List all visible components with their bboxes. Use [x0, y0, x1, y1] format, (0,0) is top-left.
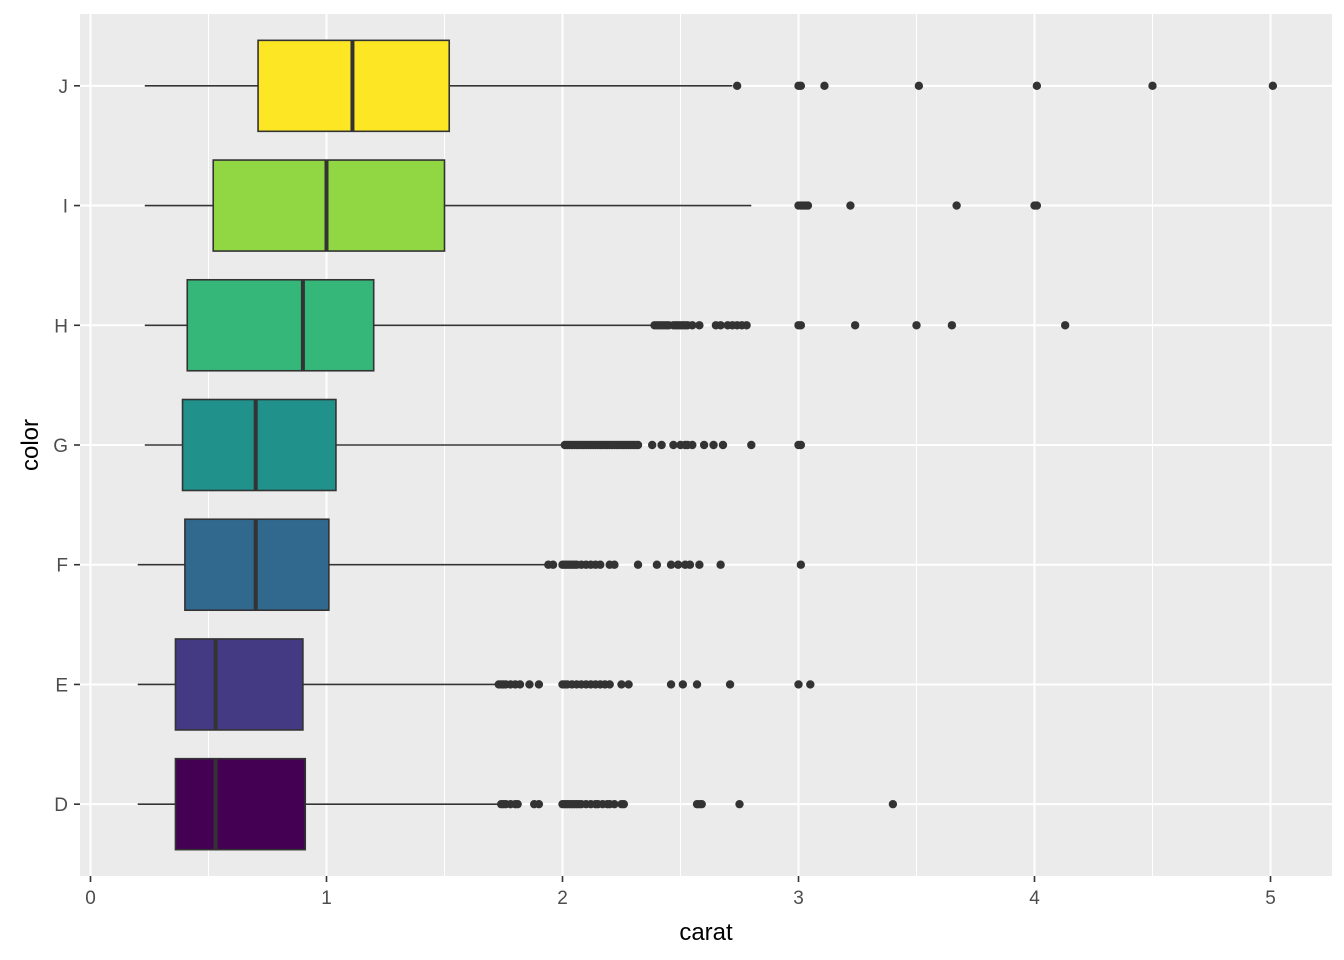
- box-I: [144, 159, 1042, 252]
- box-H: [144, 278, 1070, 372]
- y-tick-label-F: F: [56, 556, 68, 577]
- box-J: [144, 39, 1278, 133]
- box-layer: [137, 39, 1278, 851]
- box-iqr-G: [181, 398, 337, 492]
- outlier-point-F: [610, 560, 619, 569]
- y-tick-label-I: I: [63, 197, 68, 218]
- outlier-point-F: [685, 560, 695, 569]
- outlier-point-F: [596, 560, 605, 569]
- outlier-point-G: [657, 440, 666, 450]
- y-tick-label-H: H: [54, 316, 68, 337]
- outlier-point-G: [747, 440, 756, 450]
- box-E: [137, 638, 815, 731]
- outlier-point-E: [624, 680, 633, 689]
- box-G: [144, 398, 806, 492]
- outlier-point-H: [688, 321, 697, 330]
- y-tick-label-D: D: [54, 795, 68, 816]
- outlier-point-D: [610, 799, 619, 809]
- outlier-point-D: [534, 799, 544, 809]
- x-tick-label-2: 2: [557, 888, 568, 909]
- outlier-point-J: [796, 81, 806, 91]
- outlier-point-G: [709, 440, 718, 450]
- outlier-point-G: [718, 440, 728, 450]
- outlier-point-E: [617, 680, 626, 689]
- outlier-point-F: [673, 560, 683, 569]
- outlier-point-H: [742, 321, 751, 330]
- outlier-point-H: [695, 321, 704, 330]
- outlier-point-E: [692, 680, 702, 689]
- outlier-point-J: [820, 81, 829, 91]
- y-axis: D E F G H I J: [53, 77, 80, 816]
- y-tick-label-E: E: [55, 675, 68, 696]
- outlier-point-G: [633, 440, 643, 450]
- outlier-point-F: [633, 560, 643, 569]
- outlier-point-E: [725, 680, 735, 689]
- outlier-point-H: [1060, 321, 1070, 330]
- box-iqr-E: [174, 638, 304, 731]
- x-axis: 0 1 2 3 4 5: [85, 876, 1276, 909]
- outlier-point-H: [796, 321, 806, 330]
- outlier-point-E: [515, 680, 525, 689]
- outlier-point-H: [947, 321, 957, 330]
- outlier-point-G: [647, 440, 657, 450]
- box-iqr-I: [212, 159, 446, 252]
- outlier-point-F: [666, 560, 676, 569]
- outlier-point-J: [914, 81, 924, 91]
- outlier-point-G: [796, 440, 806, 450]
- outlier-point-E: [666, 680, 676, 689]
- outlier-point-F: [695, 560, 704, 569]
- outlier-point-J: [1032, 81, 1042, 91]
- outlier-point-D: [888, 799, 898, 809]
- x-axis-title: carat: [679, 919, 733, 946]
- outlier-point-E: [525, 680, 534, 689]
- outlier-point-D: [735, 799, 744, 809]
- x-tick-label-3: 3: [793, 888, 804, 909]
- outlier-point-G: [688, 440, 697, 450]
- box-D: [137, 757, 898, 851]
- outlier-point-F: [716, 560, 725, 569]
- outlier-point-I: [952, 201, 961, 210]
- y-tick-label-G: G: [53, 436, 68, 457]
- x-tick-label-4: 4: [1029, 888, 1040, 909]
- y-axis-title: color: [17, 419, 44, 471]
- outlier-point-G: [669, 440, 678, 450]
- y-tick-label-J: J: [59, 77, 69, 98]
- box-F: [137, 518, 806, 612]
- outlier-point-H: [716, 321, 725, 330]
- x-tick-label-5: 5: [1265, 888, 1276, 909]
- outlier-point-E: [678, 680, 688, 689]
- outlier-point-J: [1268, 81, 1278, 91]
- outlier-point-I: [803, 201, 813, 210]
- outlier-point-D: [697, 799, 706, 809]
- outlier-point-H: [912, 321, 921, 330]
- outlier-point-E: [534, 680, 544, 689]
- outlier-point-D: [619, 799, 629, 809]
- outlier-point-H: [850, 321, 860, 330]
- outlier-point-J: [1148, 81, 1157, 91]
- box-iqr-D: [174, 757, 307, 851]
- x-tick-label-1: 1: [321, 888, 332, 909]
- outlier-point-I: [1032, 201, 1042, 210]
- outlier-point-F: [796, 560, 806, 569]
- outlier-point-F: [548, 560, 558, 569]
- x-tick-label-0: 0: [85, 888, 96, 909]
- outlier-point-F: [652, 560, 662, 569]
- outlier-point-D: [513, 799, 522, 809]
- outlier-point-J: [732, 81, 742, 91]
- outlier-point-G: [699, 440, 709, 450]
- outlier-point-E: [605, 680, 614, 689]
- outlier-point-I: [846, 201, 855, 210]
- outlier-point-E: [806, 680, 815, 689]
- box-iqr-H: [186, 278, 375, 372]
- outlier-point-E: [794, 680, 803, 689]
